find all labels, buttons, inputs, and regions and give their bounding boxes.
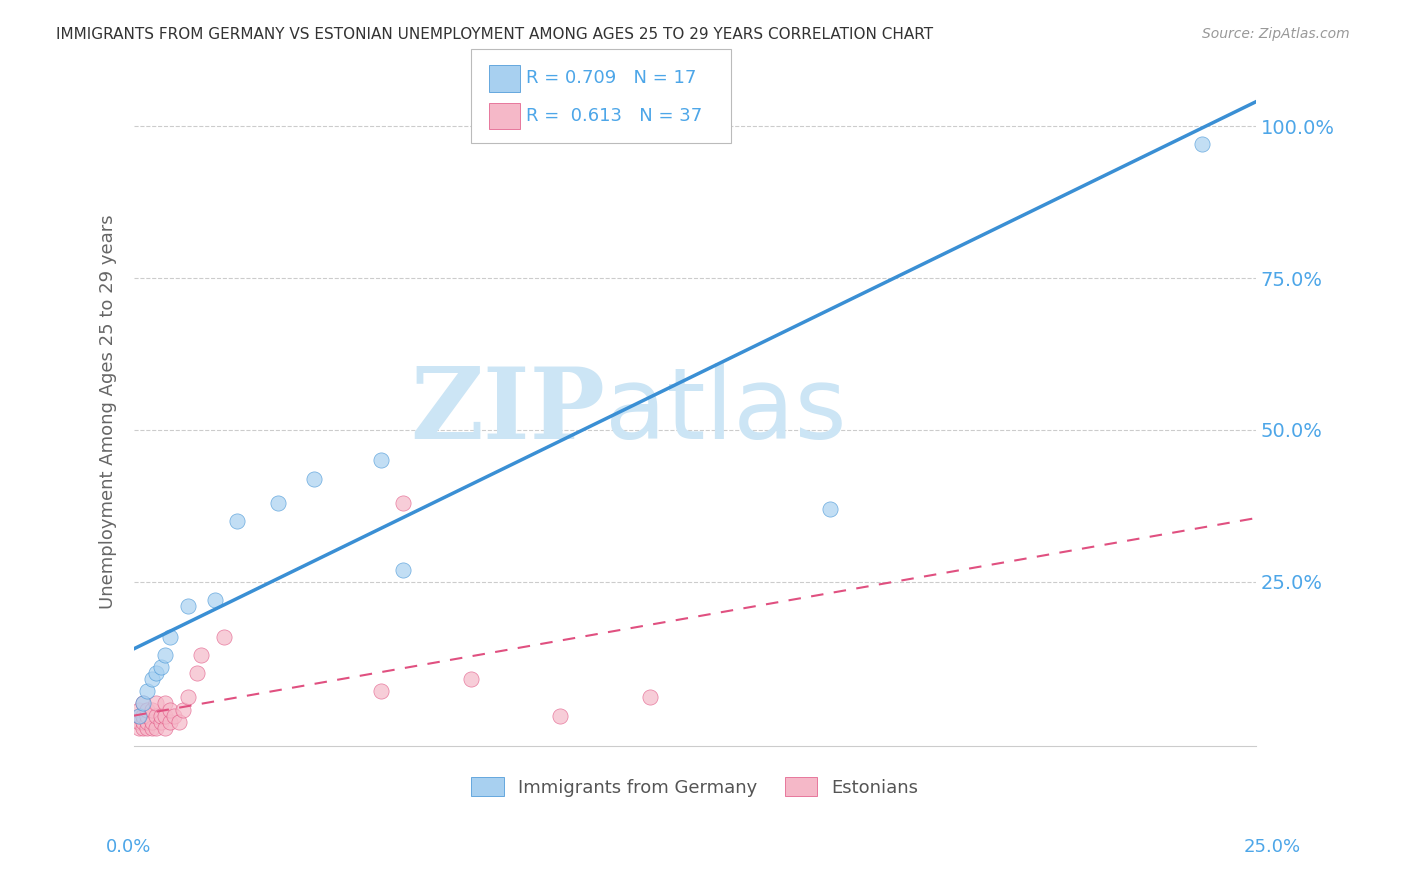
Text: IMMIGRANTS FROM GERMANY VS ESTONIAN UNEMPLOYMENT AMONG AGES 25 TO 29 YEARS CORRE: IMMIGRANTS FROM GERMANY VS ESTONIAN UNEM…: [56, 27, 934, 42]
Point: [302, 472, 325, 486]
Legend: Immigrants from Germany, Estonians: Immigrants from Germany, Estonians: [464, 770, 925, 804]
Text: atlas: atlas: [605, 363, 846, 460]
Point: [136, 702, 159, 716]
Point: [392, 563, 415, 577]
Point: [141, 702, 163, 716]
Text: Source: ZipAtlas.com: Source: ZipAtlas.com: [1202, 27, 1350, 41]
Point: [172, 702, 194, 716]
Point: [149, 660, 172, 674]
Point: [370, 453, 392, 467]
Point: [392, 496, 415, 510]
Point: [136, 684, 159, 698]
Point: [818, 502, 841, 516]
Point: [266, 496, 288, 510]
Point: [128, 714, 150, 729]
Point: [145, 666, 167, 681]
Text: R =  0.613   N = 37: R = 0.613 N = 37: [526, 107, 702, 125]
Point: [550, 708, 572, 723]
Point: [159, 630, 181, 644]
Point: [177, 690, 200, 705]
Point: [163, 708, 186, 723]
Text: 25.0%: 25.0%: [1243, 838, 1301, 855]
Point: [212, 630, 235, 644]
Text: ZIP: ZIP: [411, 363, 605, 460]
Point: [141, 672, 163, 686]
Point: [155, 648, 177, 662]
Point: [190, 648, 212, 662]
Point: [155, 708, 177, 723]
Point: [204, 593, 226, 607]
Point: [132, 721, 155, 735]
Y-axis label: Unemployment Among Ages 25 to 29 years: Unemployment Among Ages 25 to 29 years: [100, 214, 117, 609]
Point: [136, 708, 159, 723]
Point: [370, 684, 392, 698]
Text: 0.0%: 0.0%: [105, 838, 150, 855]
Point: [132, 708, 155, 723]
Point: [128, 721, 150, 735]
Point: [186, 666, 208, 681]
Point: [136, 721, 159, 735]
Point: [128, 708, 150, 723]
Point: [145, 708, 167, 723]
Point: [638, 690, 661, 705]
Point: [159, 714, 181, 729]
Point: [155, 721, 177, 735]
Point: [460, 672, 482, 686]
Point: [1191, 137, 1213, 152]
Point: [132, 697, 155, 711]
Point: [132, 714, 155, 729]
Point: [128, 702, 150, 716]
Point: [145, 697, 167, 711]
Point: [128, 708, 150, 723]
Point: [141, 721, 163, 735]
Point: [136, 714, 159, 729]
Point: [155, 697, 177, 711]
Point: [177, 599, 200, 614]
Point: [226, 514, 249, 528]
Point: [159, 702, 181, 716]
Point: [149, 708, 172, 723]
Text: R = 0.709   N = 17: R = 0.709 N = 17: [526, 70, 696, 87]
Point: [145, 721, 167, 735]
Point: [149, 714, 172, 729]
Point: [141, 714, 163, 729]
Point: [132, 697, 155, 711]
Point: [167, 714, 190, 729]
